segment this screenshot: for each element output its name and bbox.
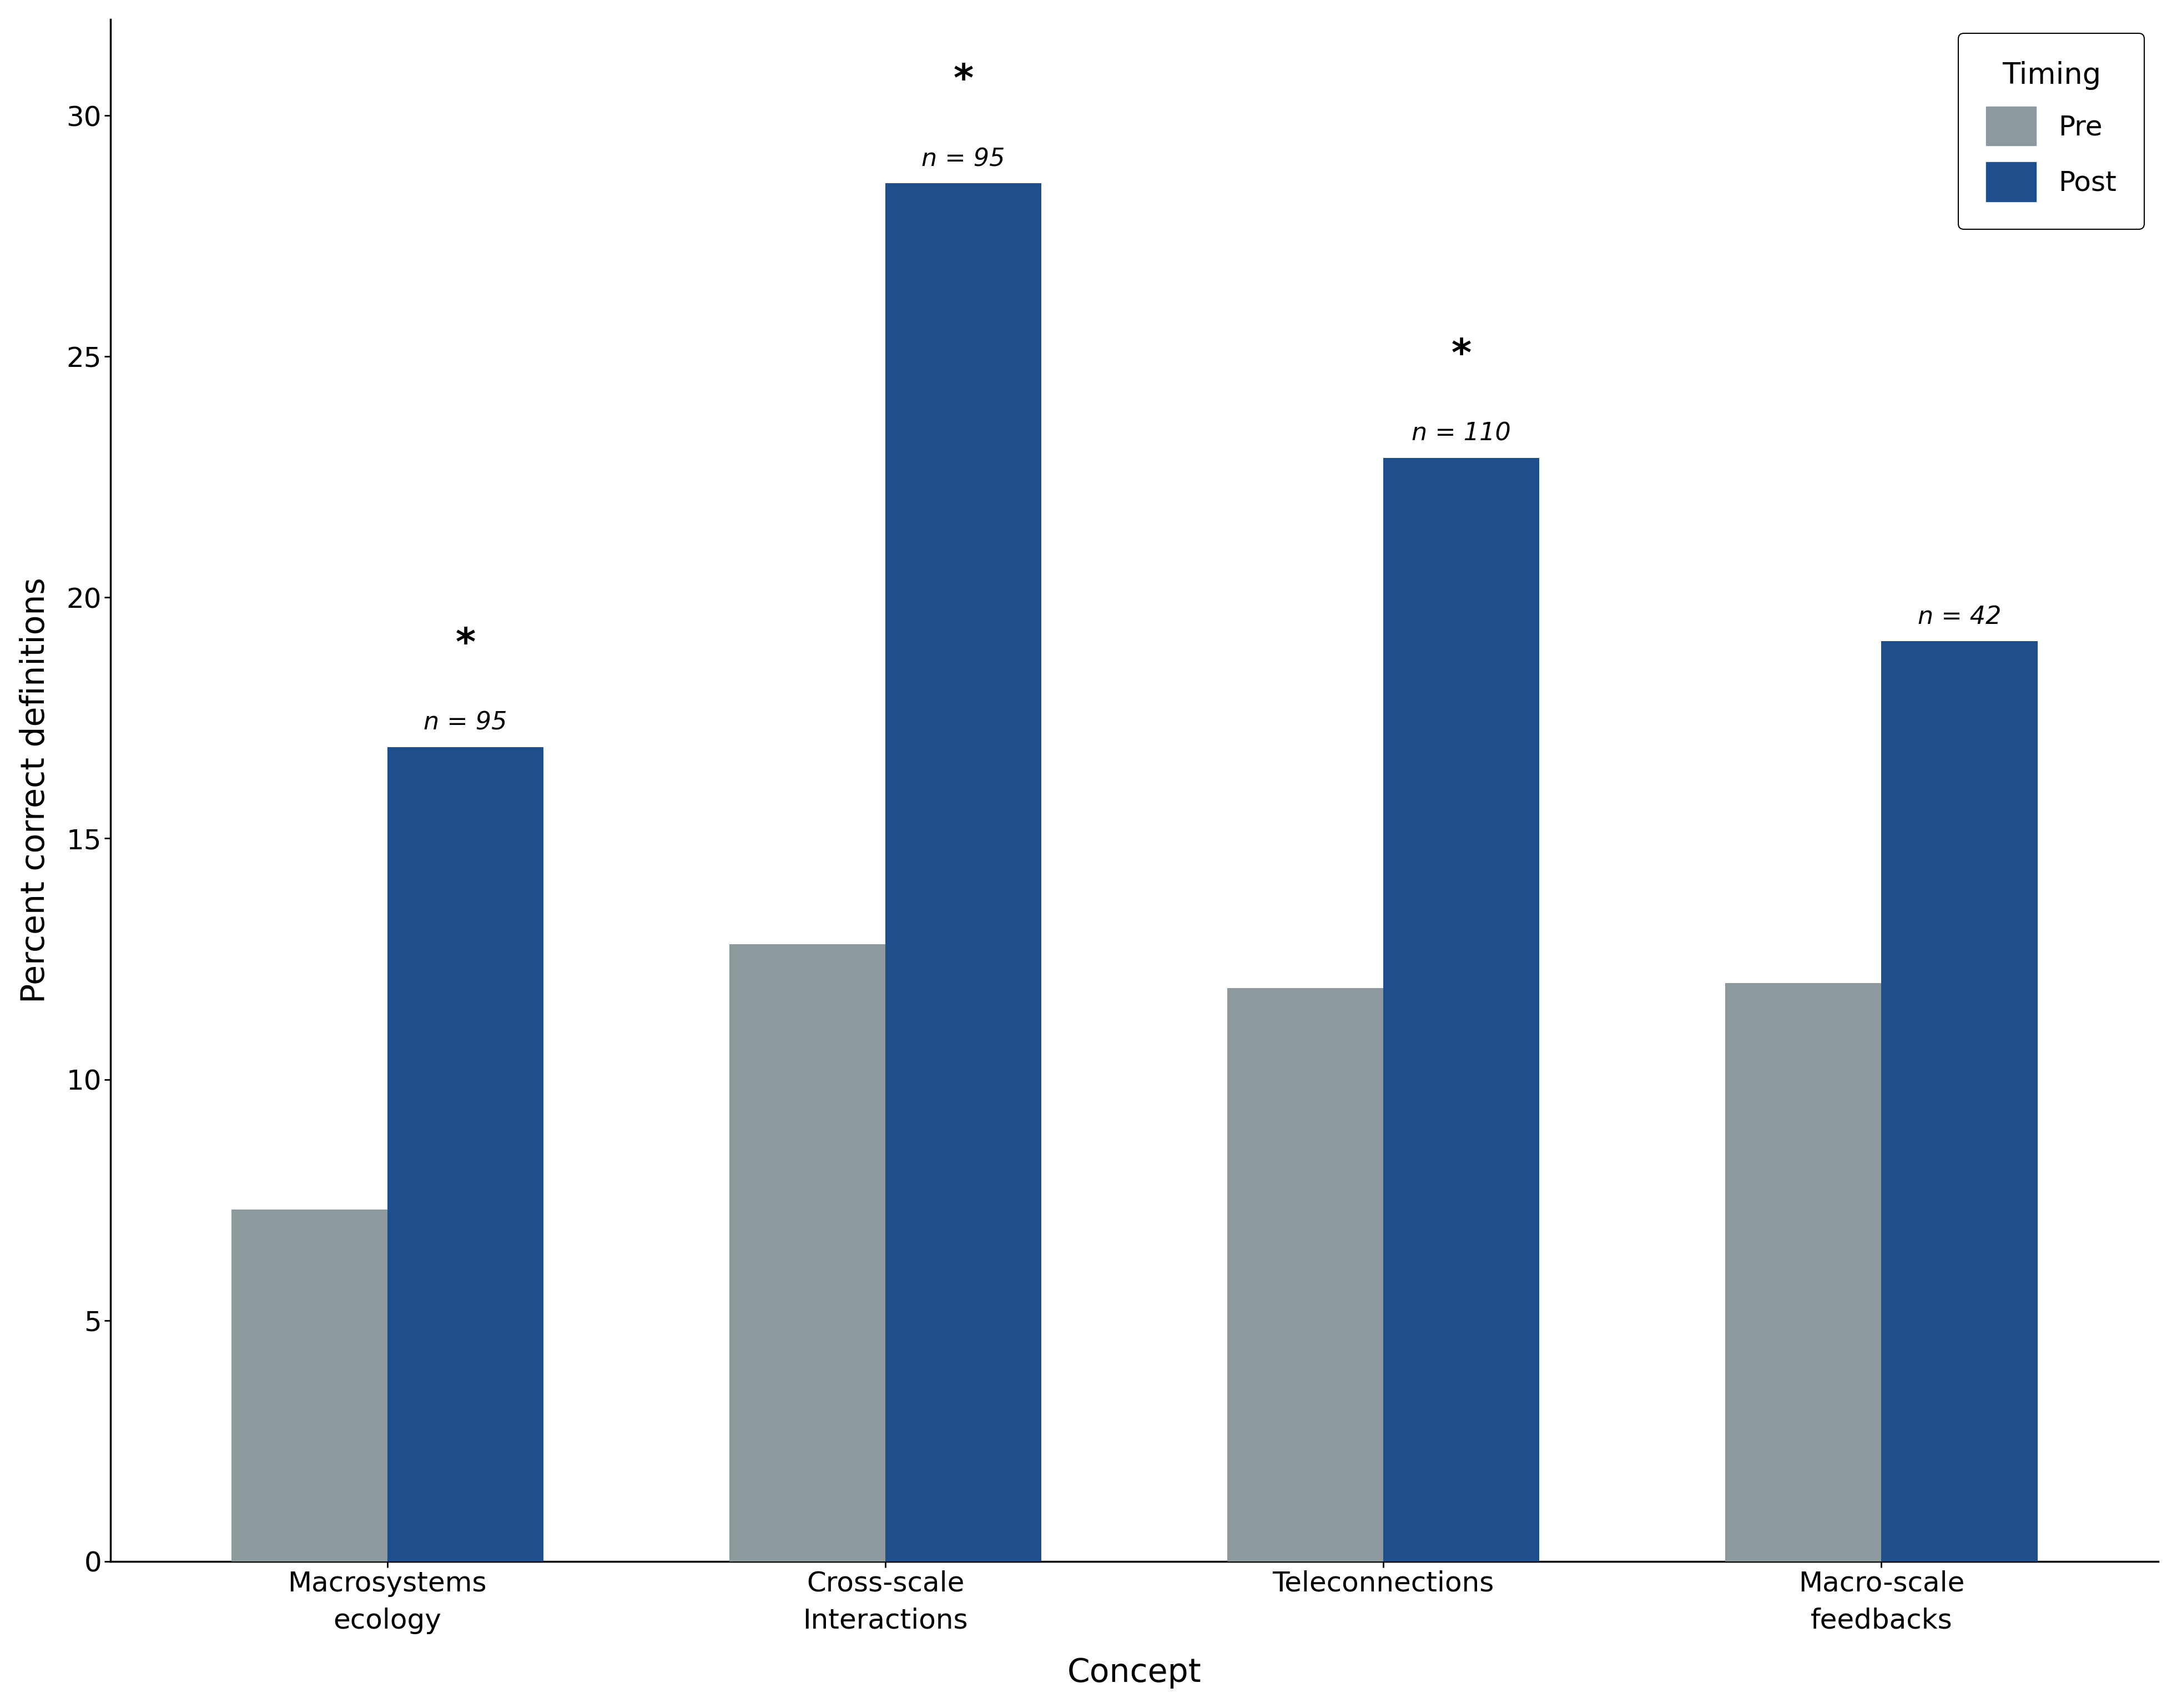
Text: *: * — [954, 61, 973, 99]
Text: *: * — [1452, 336, 1472, 374]
Bar — [729, 945, 886, 1561]
Bar — [1881, 640, 2038, 1561]
Bar — [886, 183, 1041, 1561]
Bar — [1382, 458, 1539, 1561]
Bar — [1228, 987, 1382, 1561]
Text: *: * — [455, 625, 475, 663]
Bar — [1724, 984, 1881, 1561]
Y-axis label: Percent correct definitions: Percent correct definitions — [20, 577, 50, 1003]
Text: n = 110: n = 110 — [1411, 422, 1511, 446]
Text: n = 95: n = 95 — [921, 147, 1006, 171]
Text: n = 95: n = 95 — [425, 711, 507, 734]
Legend: Pre, Post: Pre, Post — [1957, 32, 2144, 229]
Bar — [231, 1209, 388, 1561]
X-axis label: Concept: Concept — [1067, 1657, 1202, 1689]
Text: n = 42: n = 42 — [1918, 605, 2001, 629]
Bar — [388, 746, 544, 1561]
